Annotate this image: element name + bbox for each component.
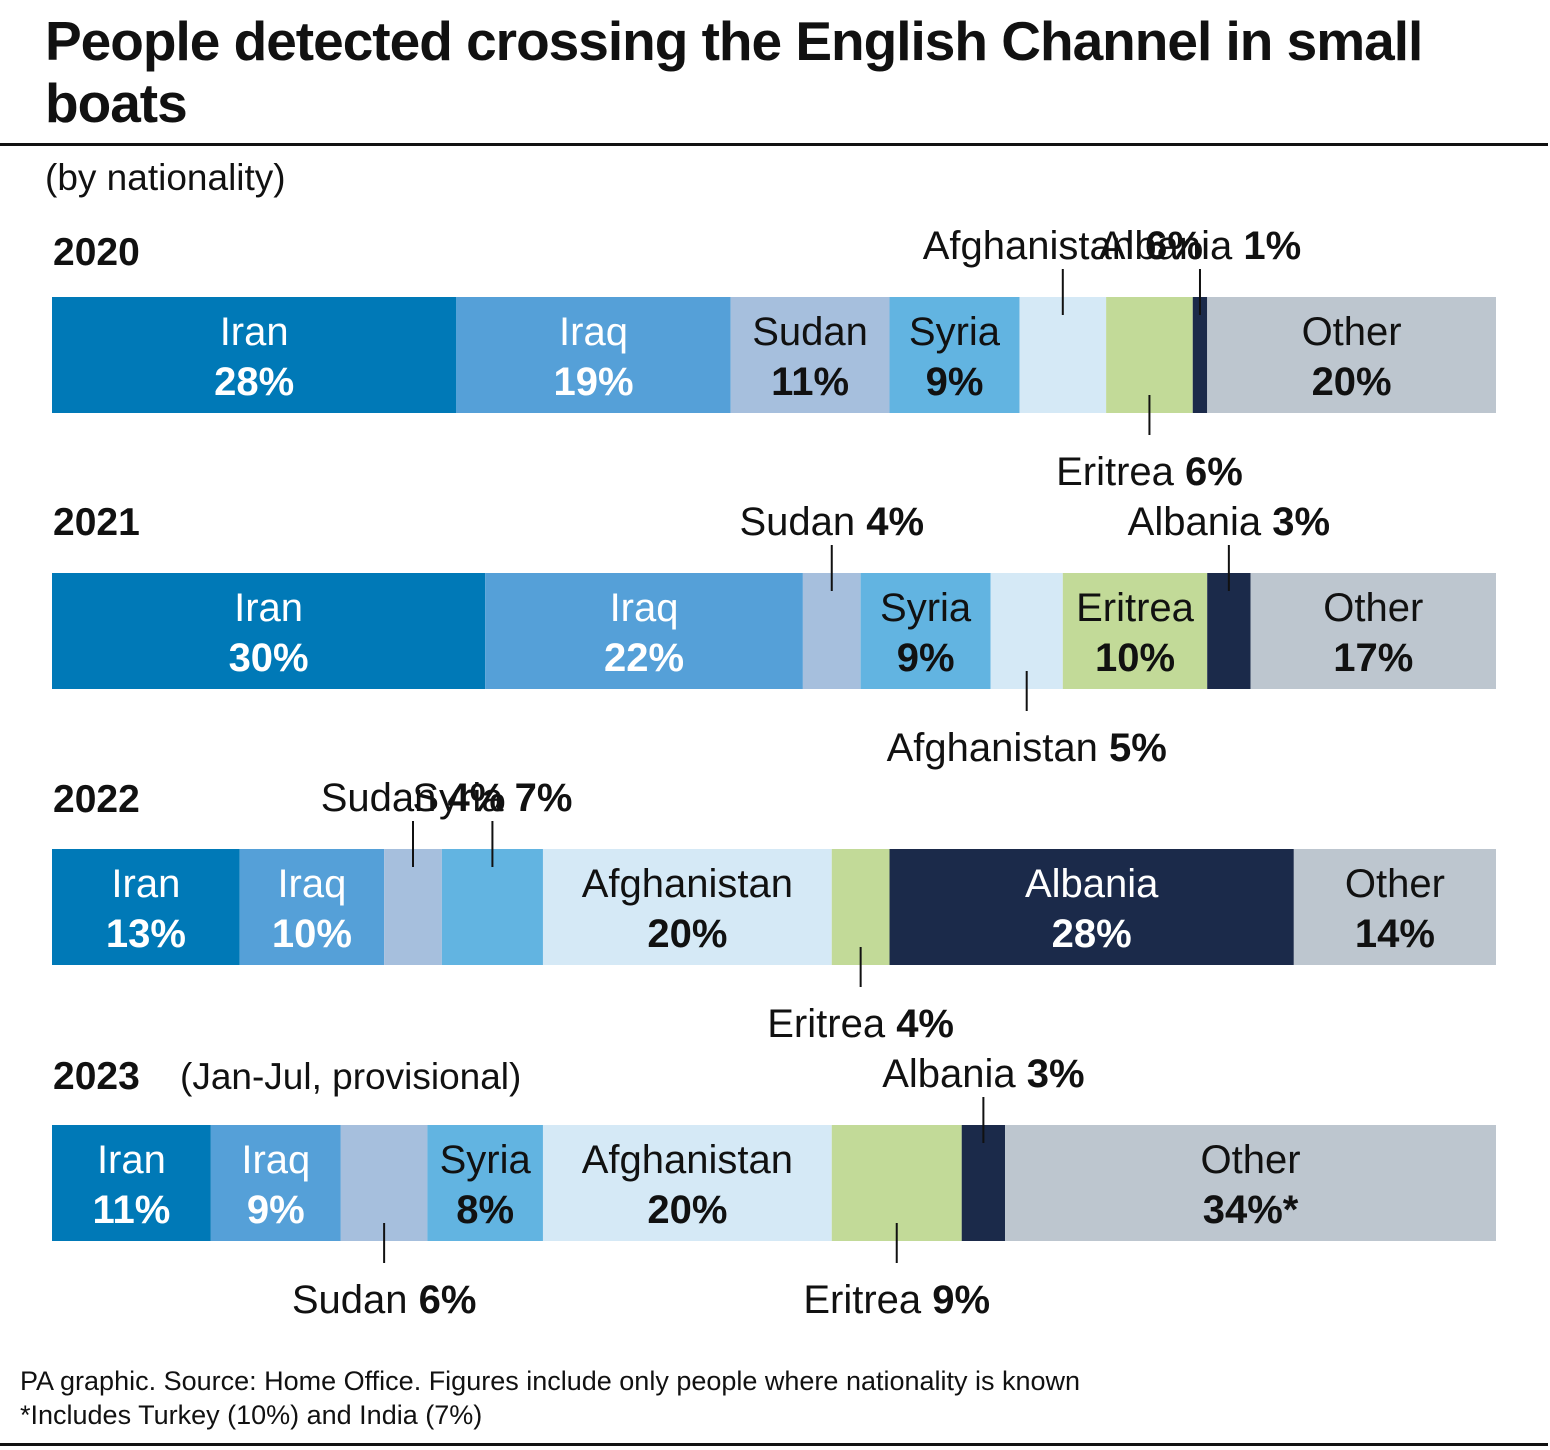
segment-name-2022-iraq: Iraq [277,862,346,906]
callout-label-2023-sudan: Sudan 6% [292,1278,477,1322]
title-divider [0,143,1548,146]
bar-segment-2020-iran [52,297,457,413]
data-label-2023-iraq: 9% [247,1188,305,1232]
bar-segment-2022-other [1293,849,1496,965]
bar-segment-2022-afghanistan [542,849,832,965]
callout-label-2023-eritrea: Eritrea 9% [803,1278,990,1322]
segment-name-2023-other: Other [1200,1138,1300,1182]
callout-label-2023-albania: Albania 3% [882,1052,1084,1096]
segment-name-2023-iran: Iran [97,1138,166,1182]
bar-segment-2022-iraq [239,849,385,965]
segment-name-2020-sudan: Sudan [752,310,868,354]
data-label-2020-sudan: 11% [771,360,849,404]
segment-name-2020-other: Other [1302,310,1402,354]
data-label-2020-other: 20% [1312,360,1392,404]
bar-segment-2021-eritrea [1062,573,1208,689]
segment-name-2021-syria: Syria [880,586,972,630]
callout-label-2021-afghanistan: Afghanistan 5% [887,726,1167,770]
data-label-2021-iran: 30% [229,636,309,680]
callout-label-2021-sudan: Sudan 4% [739,500,924,544]
bar-segment-2020-sudan [730,297,890,413]
data-label-2020-iran: 28% [214,360,294,404]
year-label-2021: 2021 [53,501,140,544]
bar-segment-2023-eritrea [831,1125,962,1241]
bar-segment-2021-iraq [485,573,803,689]
segment-name-2022-other: Other [1345,862,1445,906]
segment-name-2021-iran: Iran [234,586,303,630]
callout-label-2021-albania: Albania 3% [1128,500,1330,544]
segment-name-2022-iran: Iran [111,862,180,906]
data-label-2023-other: 34%* [1203,1188,1299,1232]
bar-segment-2023-sudan [340,1125,428,1241]
callout-label-2022-syria: Syria 7% [412,776,572,820]
data-label-2022-other: 14% [1355,912,1435,956]
callout-label-2022-eritrea: Eritrea 4% [767,1002,954,1046]
segment-name-2021-eritrea: Eritrea [1076,586,1195,630]
data-label-2022-iraq: 10% [272,912,352,956]
bar-segment-2022-albania [889,849,1294,965]
data-label-2021-eritrea: 10% [1095,636,1175,680]
bar-segment-2021-iran [52,573,486,689]
data-label-2022-afghanistan: 20% [647,912,727,956]
bar-segment-2021-other [1250,573,1496,689]
data-label-2023-afghanistan: 20% [647,1188,727,1232]
bar-segment-2021-syria [860,573,991,689]
segment-name-2021-iraq: Iraq [610,586,679,630]
segment-name-2023-afghanistan: Afghanistan [582,1138,793,1182]
segment-name-2020-syria: Syria [909,310,1001,354]
callout-label-2022-sudan: Sudan 4% [321,776,506,820]
data-label-2021-iraq: 22% [604,636,684,680]
segment-name-2020-iran: Iran [220,310,289,354]
segment-name-2020-iraq: Iraq [559,310,628,354]
bar-segment-2021-albania [1207,573,1251,689]
segment-name-2023-syria: Syria [440,1138,532,1182]
data-label-2020-iraq: 19% [553,360,633,404]
year-label-2020: 2020 [53,231,140,274]
bar-segment-2020-afghanistan [1019,297,1107,413]
bar-segment-2023-other [1005,1125,1496,1241]
segment-name-2023-iraq: Iraq [241,1138,310,1182]
data-label-2023-syria: 8% [456,1188,514,1232]
footer-source: PA graphic. Source: Home Office. Figures… [20,1366,1081,1396]
data-label-2021-other: 17% [1333,636,1413,680]
chart-subtitle: (by nationality) [45,157,286,198]
bar-segment-2022-syria [441,849,543,965]
segment-name-2021-other: Other [1323,586,1423,630]
callout-label-2020-eritrea: Eritrea 6% [1056,450,1243,494]
bar-segment-2020-albania [1192,297,1208,413]
bar-segment-2023-syria [427,1125,543,1241]
bar-segment-2020-eritrea [1106,297,1193,413]
callout-label-2020-afghanistan: Afghanistan 6% [923,224,1203,268]
bar-segment-2020-other [1207,297,1496,413]
bar-segment-2022-sudan [384,849,442,965]
data-label-2022-iran: 13% [106,912,186,956]
footer-note: *Includes Turkey (10%) and India (7%) [20,1400,483,1430]
year-label-2023: 2023 [53,1055,140,1098]
data-label-2023-iran: 11% [92,1188,170,1232]
bar-segment-2021-sudan [802,573,861,689]
bar-segment-2023-albania [961,1125,1006,1241]
year-label-2022: 2022 [53,778,140,821]
bottom-divider [0,1443,1548,1446]
bar-segment-2020-iraq [456,297,731,413]
callout-label-2020-albania: Albania 1% [1099,224,1301,268]
bar-segment-2023-afghanistan [542,1125,832,1241]
bar-segment-2023-iraq [210,1125,341,1241]
bar-segment-2022-eritrea [831,849,890,965]
data-label-2022-albania: 28% [1052,912,1132,956]
segment-name-2022-afghanistan: Afghanistan [582,862,793,906]
bar-segment-2023-iran [52,1125,211,1241]
data-label-2020-syria: 9% [926,360,984,404]
chart-title: People detected crossing the English Cha… [45,10,1423,134]
year-note-2023: (Jan-Jul, provisional) [180,1056,522,1097]
bar-segment-2022-iran [52,849,240,965]
bar-segment-2020-syria [889,297,1020,413]
segment-name-2022-albania: Albania [1025,862,1159,906]
data-label-2021-syria: 9% [897,636,955,680]
bar-segment-2021-afghanistan [990,573,1063,689]
